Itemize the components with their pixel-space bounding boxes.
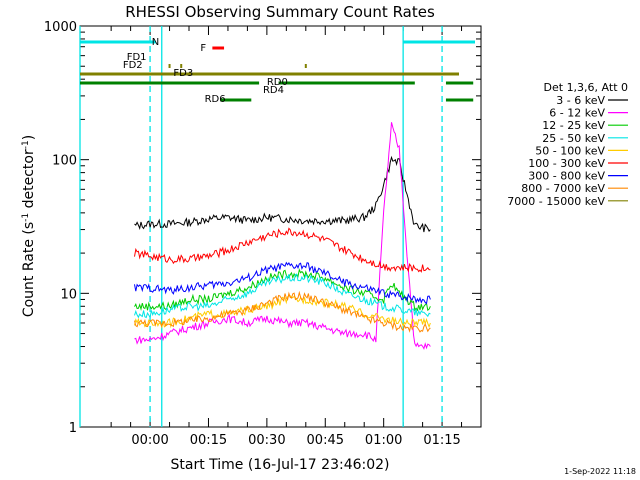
series-line	[134, 268, 431, 312]
night-label: N	[152, 37, 159, 48]
legend-label: 800 - 7000 keV	[521, 182, 605, 195]
y-tick-label: 10	[60, 287, 77, 302]
x-tick-label: 00:00	[131, 433, 168, 448]
x-axis-label: Start Time (16-Jul-17 23:46:02)	[170, 457, 389, 473]
legend-title: Det 1,3,6, Att 0	[544, 81, 628, 94]
y-axis: 1 10 100 1000	[44, 20, 481, 436]
series-line	[134, 122, 431, 350]
x-tick-label: 00:45	[307, 433, 344, 448]
legend-label: 25 - 50 keV	[542, 132, 605, 145]
fd-label: FD2	[123, 60, 143, 71]
x-tick-label: 01:15	[423, 433, 460, 448]
rd-label: RD4	[263, 85, 284, 96]
fd-label: FD1	[127, 52, 147, 63]
y-axis-label-prefix: Count Rate (s	[21, 222, 37, 317]
x-tick-label: 01:00	[365, 433, 402, 448]
y-axis-label: Count Rate (s-1 detector-1)	[21, 135, 37, 317]
fd-label: FD3	[173, 68, 193, 79]
series-line	[134, 290, 431, 333]
rd-label: RD6	[205, 94, 226, 105]
series-line	[134, 261, 431, 305]
legend-label: 3 - 6 keV	[556, 94, 605, 107]
y-tick-label: 1	[69, 421, 77, 436]
x-tick-label: 00:30	[248, 433, 285, 448]
chart-title: RHESSI Observing Summary Count Rates	[125, 3, 435, 21]
rd-label: RD0	[267, 77, 288, 88]
y-axis-label-sup2: -1	[21, 140, 31, 149]
series-line	[134, 273, 431, 319]
series-layer	[134, 122, 431, 350]
y-axis-label-suffix: )	[21, 135, 37, 140]
series-line	[134, 295, 431, 329]
legend-label: 300 - 800 keV	[528, 170, 605, 183]
flare-label: F	[200, 43, 206, 54]
y-tick-label: 1000	[44, 20, 77, 35]
legend-label: 50 - 100 keV	[535, 144, 605, 157]
series-line	[134, 227, 431, 273]
y-tick-label: 100	[52, 154, 77, 169]
legend-label: 12 - 25 keV	[542, 119, 605, 132]
y-axis-label-sup1: -1	[21, 213, 31, 222]
series-line	[134, 155, 431, 233]
legend-label: 7000 - 15000 keV	[507, 195, 605, 208]
x-axis: 00:00 00:15 00:30 00:45 01:00 01:15	[110, 26, 482, 448]
legend-label: 6 - 12 keV	[549, 107, 605, 120]
x-tick-label: 00:15	[190, 433, 227, 448]
footer-stamp: 1-Sep-2022 11:18	[564, 467, 636, 476]
legend-label: 100 - 300 keV	[528, 157, 605, 170]
y-axis-label-mid: detector	[21, 149, 37, 213]
